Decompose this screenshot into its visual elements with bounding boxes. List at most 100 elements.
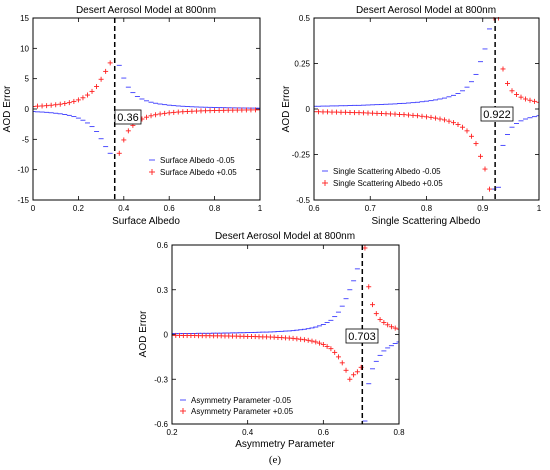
data-point-plus	[216, 107, 222, 113]
data-point-plus	[354, 369, 360, 375]
data-point-plus	[446, 118, 452, 124]
data-point-plus	[351, 372, 357, 378]
data-point-plus	[527, 97, 533, 103]
data-point-plus	[189, 108, 195, 114]
data-point-plus	[35, 103, 41, 109]
data-point-plus	[225, 107, 231, 113]
x-axis-label: Surface Albedo	[112, 216, 180, 227]
data-point-plus	[518, 94, 524, 100]
data-point-plus	[505, 81, 510, 87]
data-point-plus	[98, 76, 104, 82]
x-tick-label: 0.8	[209, 204, 221, 213]
x-tick-label: 0.4	[118, 204, 130, 213]
annotation-box	[480, 106, 514, 122]
data-point-plus	[166, 110, 172, 116]
annotation-box	[345, 328, 379, 344]
legend-label: Asymmetry Parameter -0.05	[191, 396, 292, 405]
data-point-plus	[175, 109, 181, 115]
y-tick-label: 0.5	[299, 14, 311, 23]
data-point-plus	[89, 88, 95, 94]
data-point-plus	[305, 337, 311, 343]
data-point-plus	[248, 107, 254, 113]
data-point-plus	[320, 109, 326, 115]
data-point-plus	[334, 109, 339, 115]
data-point-plus	[415, 113, 420, 119]
data-point-plus	[329, 109, 335, 115]
x-tick-label: 0.6	[164, 204, 176, 213]
data-point-plus	[464, 128, 470, 134]
x-axis-label: Asymmetry Parameter	[235, 439, 335, 450]
data-point-plus	[84, 92, 90, 98]
data-point-plus	[332, 349, 338, 355]
data-point-plus	[366, 284, 372, 290]
data-point-plus	[316, 109, 321, 115]
data-point-plus	[370, 302, 376, 308]
y-tick-label: -0.6	[154, 420, 168, 429]
plot-frame	[313, 17, 540, 201]
legend-label: Single Scattering Albedo +0.05	[333, 179, 443, 188]
data-point-plus	[339, 360, 345, 366]
data-point-plus	[193, 108, 199, 114]
data-point-plus	[377, 317, 383, 323]
data-point-plus	[482, 166, 488, 172]
data-point-plus	[328, 346, 334, 352]
x-tick-label: 0.2	[73, 204, 85, 213]
y-tick-label: 0	[306, 105, 311, 114]
data-point-plus	[171, 109, 177, 115]
data-point-plus	[509, 88, 515, 94]
legend-marker-plus	[149, 169, 155, 175]
x-tick-label: 0	[31, 204, 36, 213]
data-point-plus	[473, 141, 479, 147]
data-point-plus	[309, 338, 315, 344]
annotation-label: 0.36	[117, 112, 138, 124]
y-axis-label: AOD Error	[281, 85, 292, 132]
data-point-plus	[424, 114, 429, 120]
data-point-plus	[207, 108, 213, 114]
data-point-plus	[153, 112, 159, 118]
data-point-plus	[320, 341, 326, 347]
data-point-plus	[397, 111, 402, 117]
y-tick-label: -5	[22, 135, 30, 144]
data-point-plus	[406, 112, 411, 118]
data-point-plus	[451, 120, 456, 126]
x-tick-label: 0.7	[365, 204, 377, 213]
y-tick-label: 0	[25, 105, 30, 114]
data-point-plus	[325, 109, 330, 115]
data-point-plus	[243, 107, 249, 113]
data-point-plus	[383, 111, 389, 117]
annotation-label: 0.703	[348, 331, 376, 343]
data-point-plus	[385, 322, 391, 328]
y-tick-label: -10	[17, 166, 29, 175]
data-point-plus	[388, 111, 393, 117]
data-point-plus	[396, 326, 399, 332]
data-point-plus	[361, 110, 366, 116]
data-point-plus	[221, 107, 227, 113]
subplot-1: Desert Aerosol Model at 800nm Surface Alb…	[2, 5, 263, 227]
figure-caption: (e)	[269, 454, 282, 466]
chart-title: Desert Aerosol Model at 800nm	[215, 231, 355, 242]
data-point-plus	[44, 103, 50, 109]
data-point-plus	[257, 107, 260, 113]
data-point-plus	[80, 95, 86, 101]
annotation-box	[114, 109, 142, 125]
y-tick-label: -15	[17, 196, 29, 205]
data-point-plus	[324, 343, 330, 349]
data-point-plus	[301, 337, 307, 343]
data-point-plus	[343, 109, 348, 115]
data-point-plus	[388, 324, 394, 330]
x-tick-label: 0.9	[477, 204, 489, 213]
legend-label: Single Scattering Albedo -0.05	[333, 167, 441, 176]
data-point-plus	[180, 109, 186, 115]
data-point-plus	[370, 110, 375, 116]
data-point-plus	[66, 100, 72, 106]
data-point-plus	[107, 60, 113, 66]
annotation-label: 0.922	[483, 109, 511, 121]
data-point-plus	[523, 96, 528, 102]
x-tick-label: 0.8	[421, 204, 433, 213]
data-point-plus	[239, 107, 245, 113]
y-tick-label: 0.6	[157, 241, 169, 250]
data-point-plus	[442, 117, 447, 123]
data-point-plus	[532, 98, 537, 104]
y-axis-label: AOD Error	[2, 85, 13, 132]
